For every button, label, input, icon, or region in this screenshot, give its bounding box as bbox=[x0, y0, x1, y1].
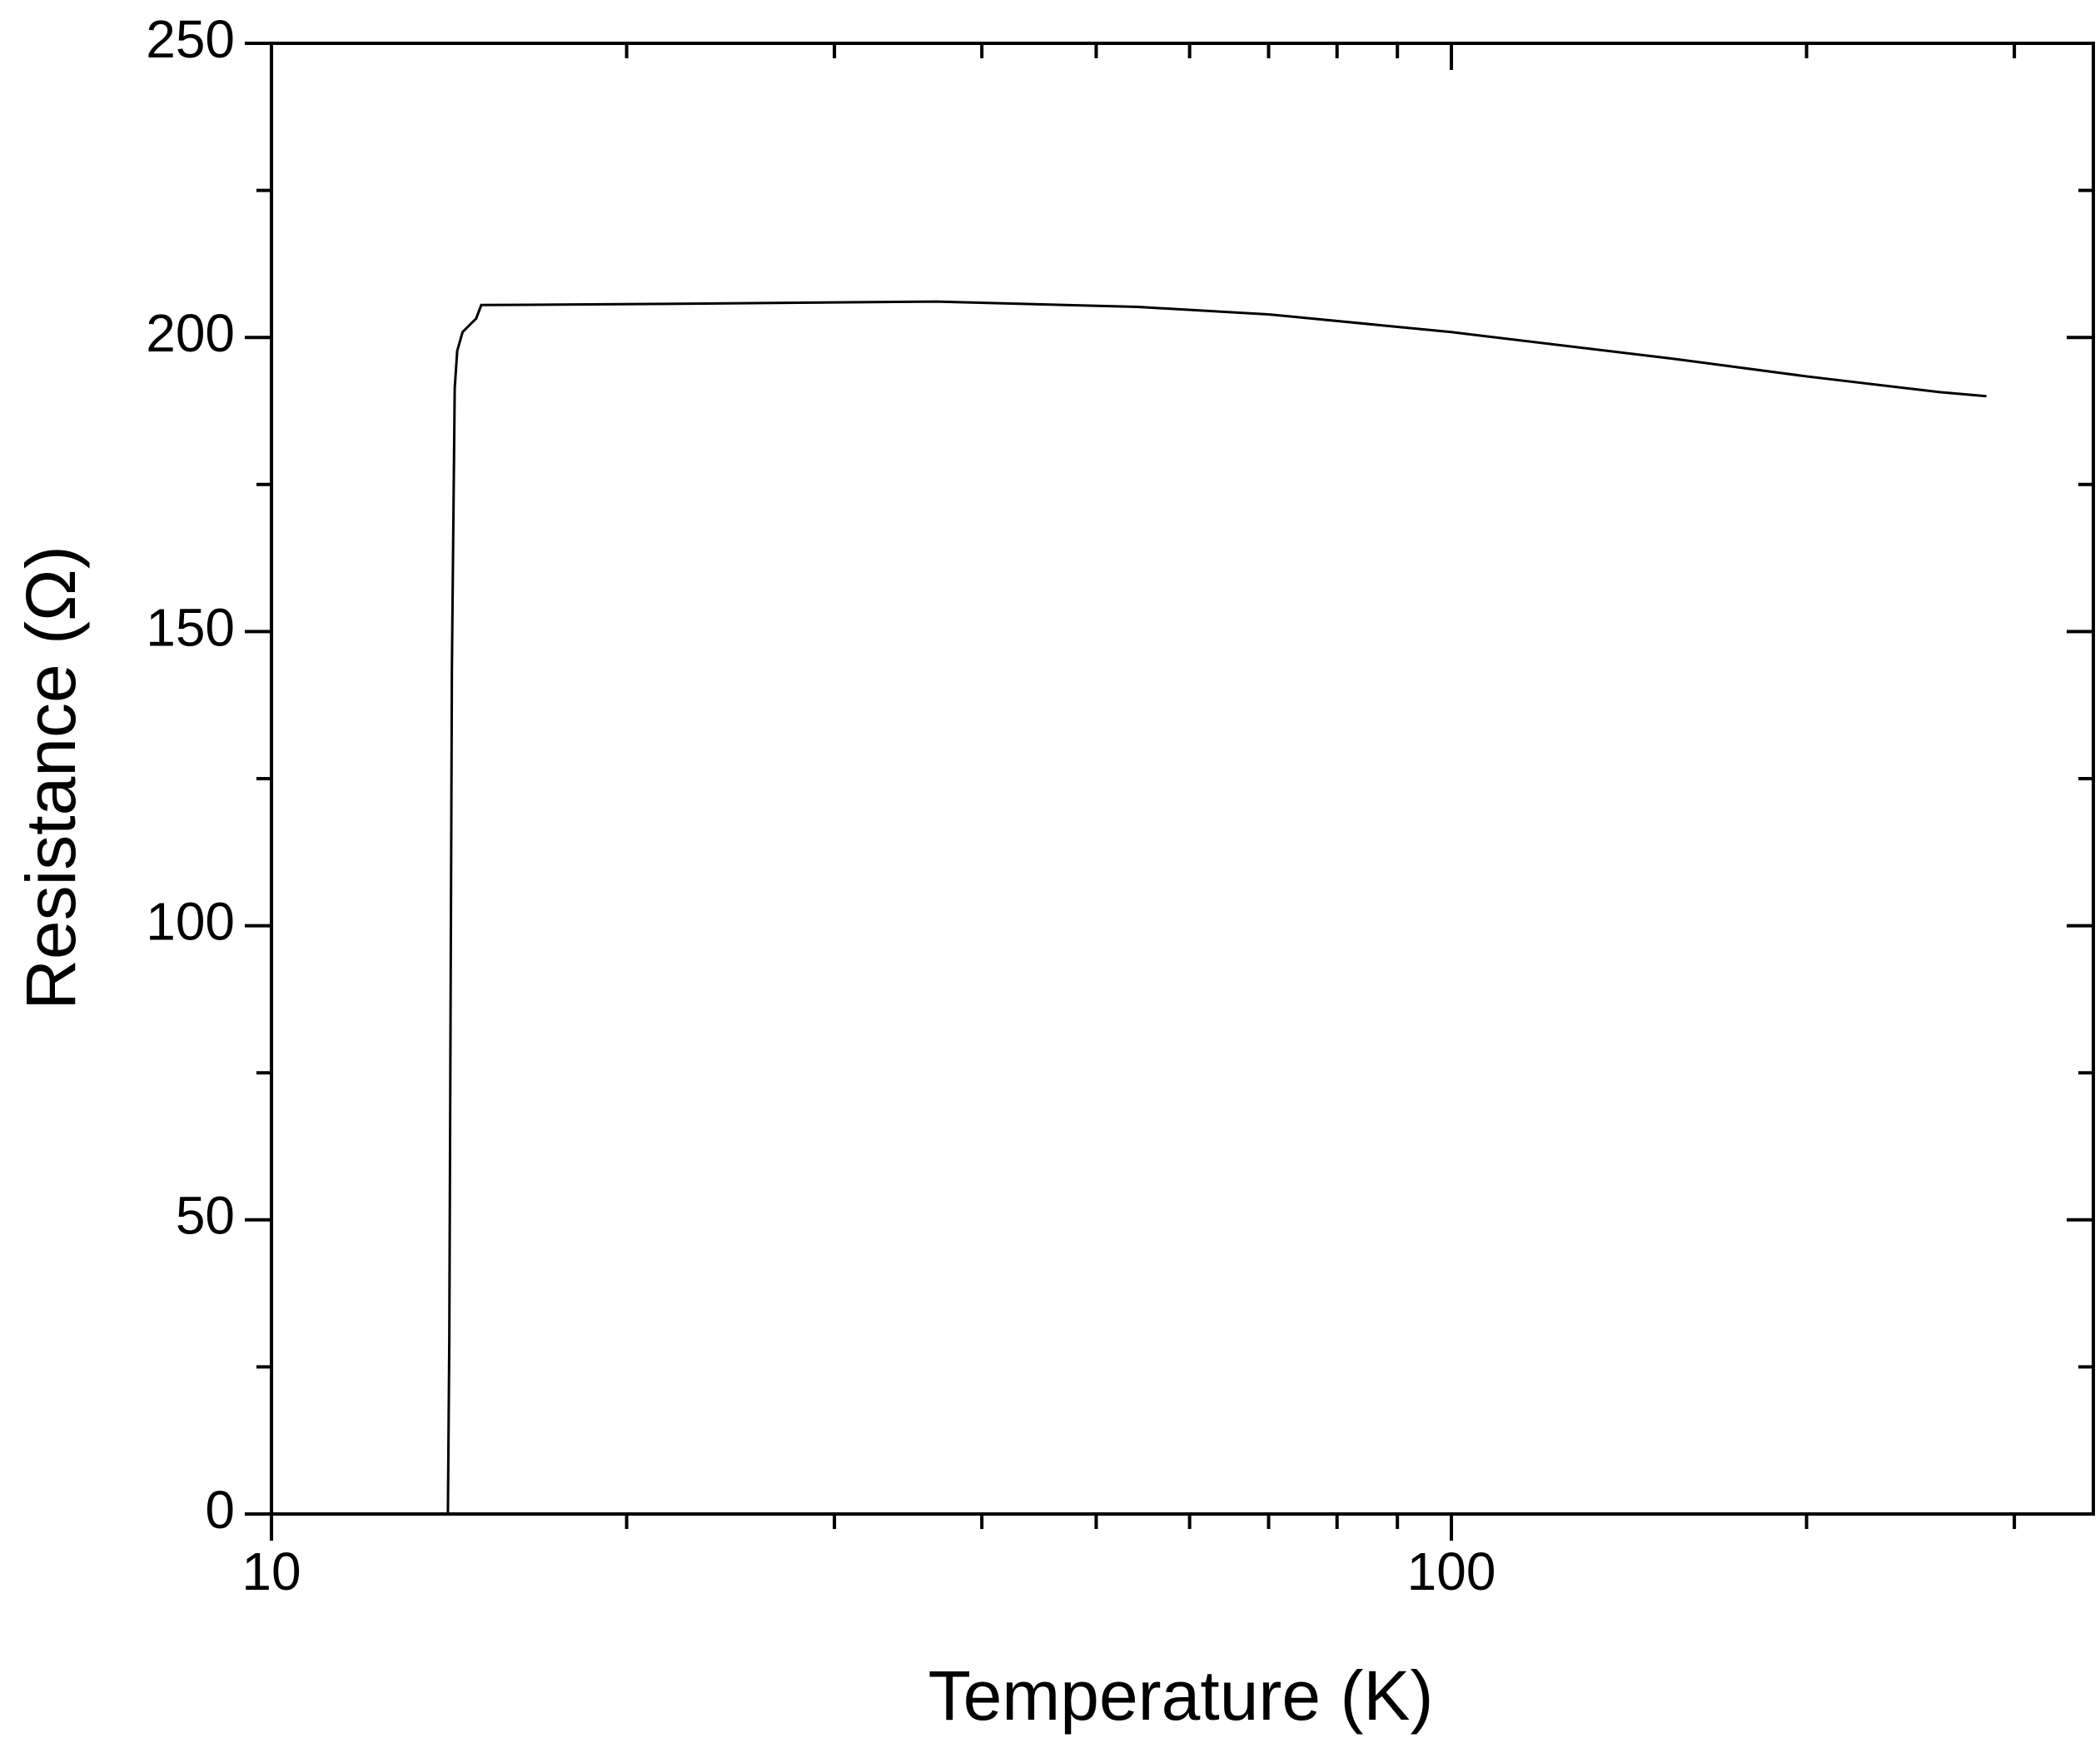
x-axis-title: Temperature (K) bbox=[928, 1656, 1434, 1735]
x-tick-label: 10 bbox=[241, 1541, 301, 1601]
data-line bbox=[446, 300, 1987, 1515]
y-tick-label: 50 bbox=[176, 1186, 235, 1246]
y-tick-label: 100 bbox=[146, 892, 235, 952]
y-tick-label: 250 bbox=[146, 9, 235, 69]
plot-frame bbox=[270, 42, 2095, 1516]
y-tick-label: 0 bbox=[205, 1480, 235, 1540]
y-tick-label: 150 bbox=[146, 597, 235, 657]
y-tick-label: 200 bbox=[146, 303, 235, 363]
y-axis-title: Resistance (Ω) bbox=[12, 545, 90, 1010]
x-tick-label: 100 bbox=[1407, 1541, 1496, 1601]
